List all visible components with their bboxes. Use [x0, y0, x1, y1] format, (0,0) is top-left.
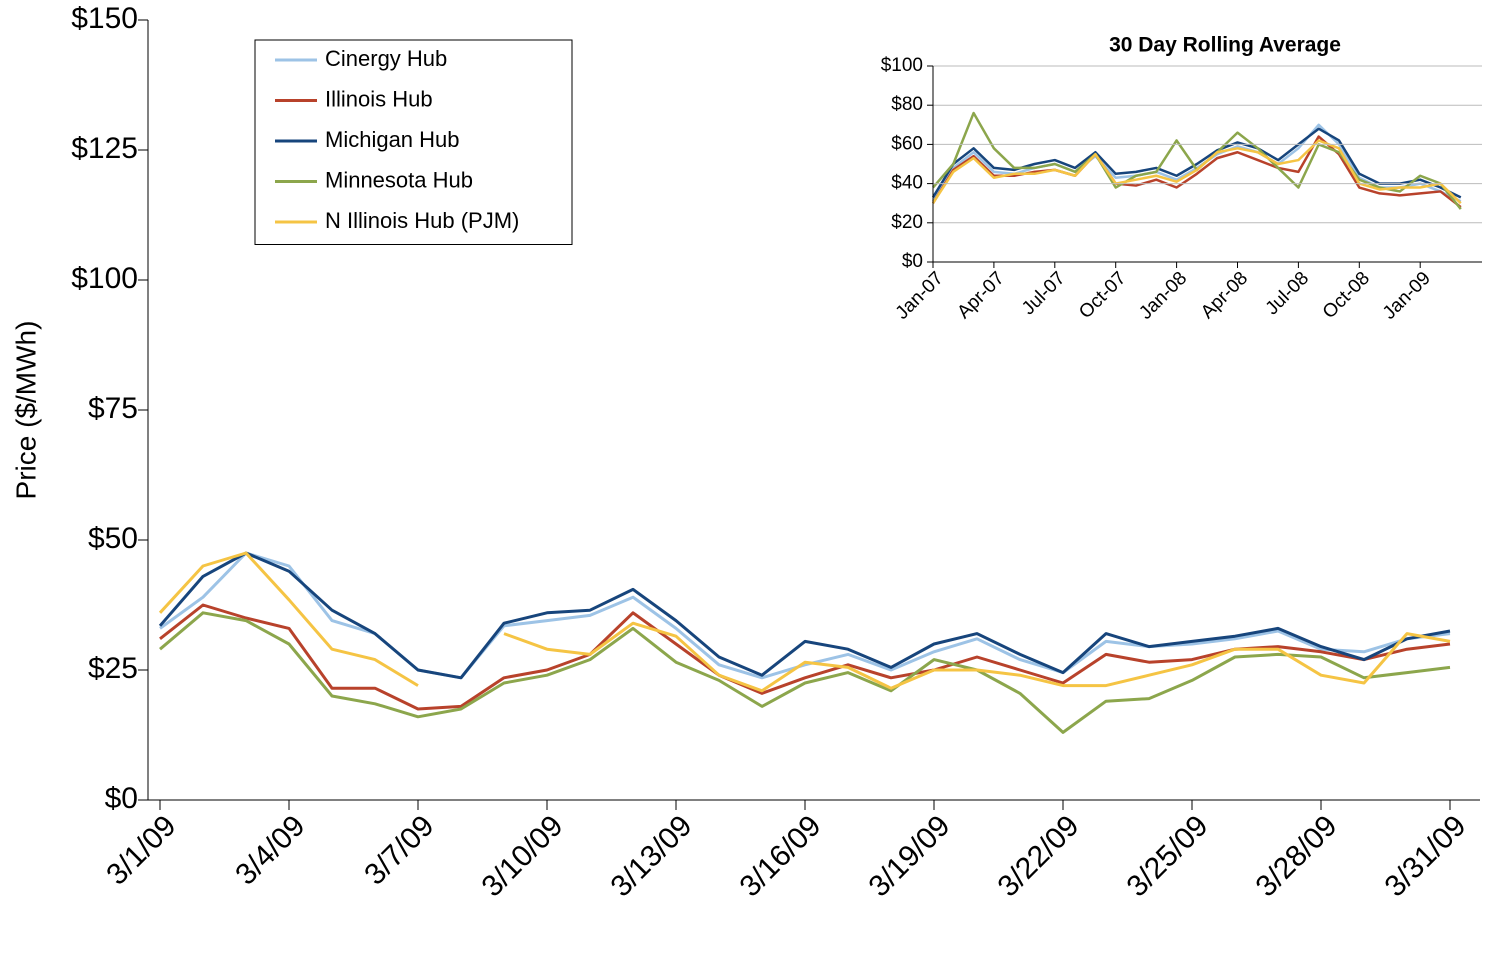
y-tick-label: $80	[891, 94, 923, 115]
legend-label: Michigan Hub	[325, 127, 460, 152]
inset-title: 30 Day Rolling Average	[1109, 34, 1341, 57]
series-line	[158, 551, 1451, 680]
legend-label: Cinergy Hub	[325, 46, 447, 71]
y-tick-label: $60	[891, 133, 923, 154]
x-tick-label: 3/7/09	[358, 809, 440, 891]
lines	[158, 111, 1462, 734]
y-tick-label: $20	[891, 212, 923, 233]
series-line	[931, 139, 1462, 205]
y-tick-label: $0	[902, 251, 923, 272]
y-tick-label: $150	[71, 2, 138, 35]
x-tick-label: 3/19/09	[862, 809, 956, 903]
y-tick-label: $125	[71, 132, 138, 165]
x-tick-label: 3/1/09	[100, 809, 182, 891]
x-tick-label: 3/13/09	[604, 809, 698, 903]
y-tick-label: $100	[71, 262, 138, 295]
y-tick-label: $100	[881, 55, 923, 76]
y-tick-label: $25	[88, 652, 138, 685]
series-line	[159, 611, 1451, 734]
x-tick-label: 3/16/09	[733, 809, 827, 903]
y-axis-label: Price ($/MWh)	[10, 321, 41, 500]
legend-label: N Illinois Hub (PJM)	[325, 208, 519, 233]
x-tick-label: 3/22/09	[991, 809, 1085, 903]
x-tick-label: 3/25/09	[1120, 809, 1214, 903]
y-tick-label: $0	[105, 782, 138, 815]
y-tick-label: $40	[891, 173, 923, 194]
y-tick-label: $50	[88, 522, 138, 555]
inset-background	[840, 20, 1489, 375]
y-tick-label: $75	[88, 392, 138, 425]
legend-label: Illinois Hub	[325, 86, 433, 111]
series-line	[158, 551, 1451, 693]
x-tick-label: 3/4/09	[229, 809, 311, 891]
x-tick-label: 3/28/09	[1249, 809, 1343, 903]
x-tick-label: 3/31/09	[1378, 809, 1472, 903]
x-tick-label: 3/10/09	[475, 809, 569, 903]
series-line	[159, 551, 1451, 680]
legend-label: Minnesota Hub	[325, 167, 473, 192]
